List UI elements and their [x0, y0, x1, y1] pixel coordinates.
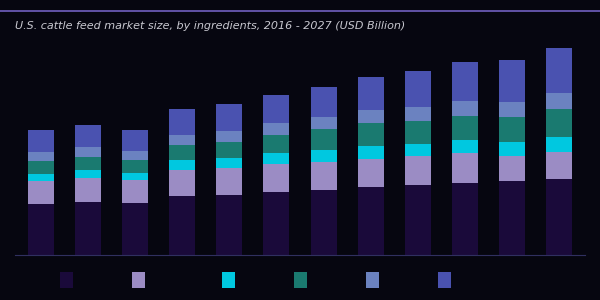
Bar: [358, 110, 383, 123]
Bar: [169, 135, 195, 145]
Bar: [405, 121, 431, 144]
Bar: [75, 125, 101, 147]
Bar: [499, 142, 525, 156]
Bar: [452, 116, 478, 140]
Bar: [122, 173, 148, 180]
Bar: [217, 131, 242, 142]
Bar: [75, 147, 101, 157]
Bar: [217, 168, 242, 195]
Bar: [546, 152, 572, 179]
Bar: [452, 101, 478, 116]
Bar: [405, 71, 431, 107]
Bar: [122, 180, 148, 203]
Bar: [263, 164, 289, 192]
Bar: [169, 196, 195, 255]
Bar: [217, 142, 242, 158]
Bar: [28, 152, 54, 161]
Bar: [311, 162, 337, 190]
Bar: [358, 77, 383, 110]
Bar: [75, 157, 101, 170]
Bar: [499, 181, 525, 255]
Bar: [122, 130, 148, 151]
Bar: [311, 129, 337, 150]
Bar: [75, 170, 101, 178]
Bar: [499, 117, 525, 142]
Bar: [28, 173, 54, 181]
Bar: [358, 123, 383, 146]
Bar: [217, 104, 242, 131]
Bar: [499, 102, 525, 117]
Bar: [217, 195, 242, 255]
Bar: [122, 160, 148, 173]
Bar: [358, 159, 383, 188]
Bar: [499, 156, 525, 181]
Text: U.S. cattle feed market size, by ingredients, 2016 - 2027 (USD Billion): U.S. cattle feed market size, by ingredi…: [15, 21, 405, 31]
Bar: [499, 59, 525, 102]
Bar: [311, 150, 337, 162]
Bar: [28, 161, 54, 173]
Bar: [28, 130, 54, 152]
Bar: [263, 153, 289, 164]
Bar: [358, 188, 383, 255]
Bar: [452, 153, 478, 183]
Bar: [311, 87, 337, 117]
Bar: [311, 190, 337, 255]
Bar: [263, 135, 289, 153]
Bar: [405, 107, 431, 121]
Bar: [263, 94, 289, 123]
Bar: [169, 170, 195, 196]
Bar: [122, 203, 148, 255]
Bar: [546, 93, 572, 109]
Bar: [263, 123, 289, 135]
Bar: [28, 204, 54, 255]
Bar: [169, 109, 195, 135]
Bar: [358, 146, 383, 159]
Bar: [452, 140, 478, 153]
Bar: [263, 192, 289, 255]
Bar: [169, 145, 195, 160]
Bar: [122, 151, 148, 160]
Bar: [217, 158, 242, 168]
Bar: [405, 185, 431, 255]
Bar: [452, 183, 478, 255]
Bar: [546, 137, 572, 152]
Bar: [169, 160, 195, 170]
Bar: [75, 202, 101, 255]
Bar: [452, 62, 478, 101]
Bar: [75, 178, 101, 202]
Bar: [546, 48, 572, 93]
Bar: [546, 109, 572, 137]
Bar: [405, 156, 431, 185]
Bar: [405, 144, 431, 156]
Bar: [311, 117, 337, 129]
Bar: [546, 179, 572, 255]
Bar: [28, 181, 54, 204]
